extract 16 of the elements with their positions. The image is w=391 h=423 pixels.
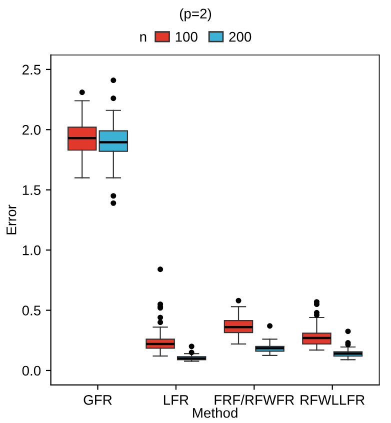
x-tick-label: LFR — [164, 395, 188, 405]
y-tick-label: 0.0 — [22, 366, 41, 376]
y-tick-label: 1.0 — [22, 245, 41, 256]
legend-label: 200 — [229, 32, 252, 42]
y-tick-label: 0.5 — [22, 306, 41, 316]
legend-label: 100 — [176, 32, 198, 42]
x-tick-label: RFWLLFR — [300, 395, 364, 405]
x-tick-label: FRF/RFWFR — [214, 394, 294, 405]
x-tick-label: GFR — [84, 395, 112, 405]
y-tick-label: 2.5 — [22, 64, 41, 75]
x-axis-title: Method — [193, 408, 238, 418]
y-axis-title: Error — [6, 204, 16, 234]
y-tick-label: 1.5 — [22, 185, 41, 196]
y-tick-label: 2.0 — [22, 124, 41, 135]
legend-title: n — [140, 34, 146, 42]
chart-title: (p=2) — [180, 8, 212, 22]
